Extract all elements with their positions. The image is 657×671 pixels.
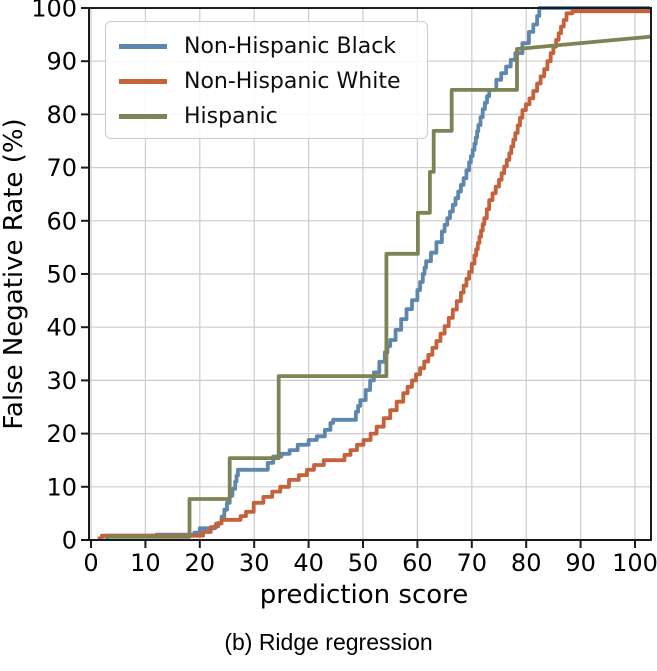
series-line-hispanic <box>107 34 651 539</box>
series-line-non-hispanic-black <box>104 6 651 540</box>
y-tick-label: 10 <box>46 473 77 501</box>
x-tick-label: 70 <box>457 549 488 577</box>
legend-line-swatch <box>119 44 167 49</box>
y-tick-label: 70 <box>46 154 77 182</box>
y-tick-label: 90 <box>46 48 77 76</box>
x-tick-label: 20 <box>185 549 216 577</box>
series-layer <box>97 6 651 541</box>
y-tick-label: 50 <box>46 261 77 289</box>
legend: Non-Hispanic Black Non-Hispanic White Hisp… <box>105 21 428 139</box>
axes-layer: 0 10 20 30 40 50 60 70 80 90 100 0 10 20 30 40 50 60 70 80 9… <box>31 0 657 577</box>
x-tick-label: 40 <box>293 549 324 577</box>
y-tick-label: 80 <box>46 101 77 129</box>
series-line-non-hispanic-white <box>97 9 651 541</box>
legend-label: Non-Hispanic White <box>184 69 401 94</box>
y-tick-label: 30 <box>46 367 77 395</box>
legend-line-swatch <box>119 79 167 84</box>
legend-label: Non-Hispanic Black <box>184 34 397 59</box>
legend-line-swatch <box>119 114 167 119</box>
y-tick-label: 60 <box>46 207 77 235</box>
y-tick-label: 40 <box>46 314 77 342</box>
x-axis-label: prediction score <box>260 580 469 610</box>
x-tick-label: 10 <box>130 549 161 577</box>
y-tick-label: 0 <box>62 527 77 555</box>
x-tick-label: 90 <box>565 549 596 577</box>
x-tick-label: 100 <box>612 549 657 577</box>
legend-label: Hispanic <box>184 104 278 129</box>
legend-item-non-hispanic-black: Non-Hispanic Black <box>119 29 423 64</box>
x-tick-label: 50 <box>348 549 379 577</box>
x-tick-label: 0 <box>83 549 98 577</box>
legend-item-non-hispanic-white: Non-Hispanic White <box>119 64 423 99</box>
y-tick-label: 20 <box>46 420 77 448</box>
x-tick-label: 60 <box>402 549 433 577</box>
figure-caption: (b) Ridge regression <box>224 629 433 655</box>
y-axis-label: False Negative Rate (%) <box>0 118 29 429</box>
x-tick-label: 30 <box>239 549 270 577</box>
legend-item-hispanic: Hispanic <box>119 99 423 134</box>
x-tick-label: 80 <box>511 549 542 577</box>
y-tick-label: 100 <box>31 0 77 23</box>
